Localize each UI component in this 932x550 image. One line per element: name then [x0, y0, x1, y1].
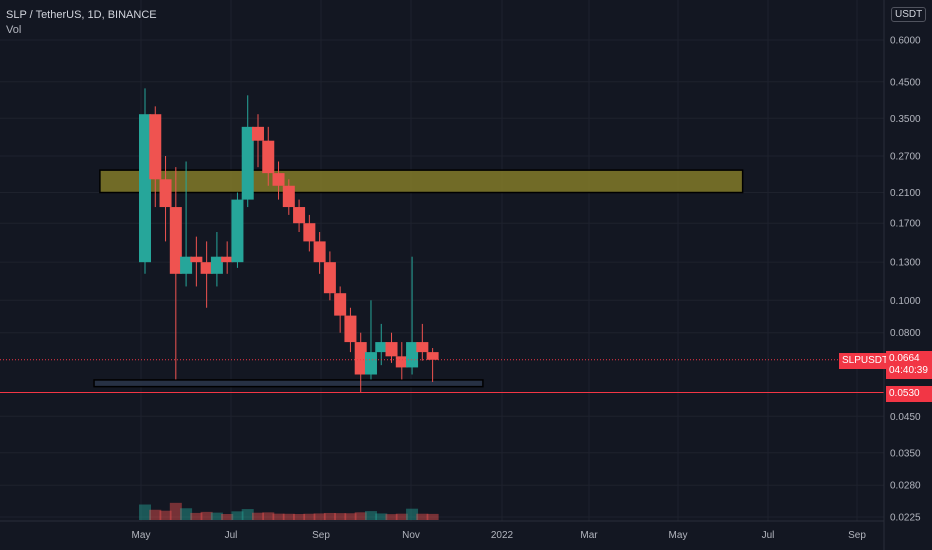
candle-body — [385, 342, 398, 357]
volume-bar — [426, 513, 439, 520]
candlestick-series — [139, 88, 439, 393]
candle-body — [262, 140, 275, 174]
chart-legend: SLP / TetherUS, 1D, BINANCE Vol — [6, 8, 157, 38]
y-tick-label: 0.1000 — [890, 296, 921, 307]
candle-body — [210, 256, 223, 274]
volume-bar — [149, 509, 162, 520]
y-tick-label: 0.0350 — [890, 448, 921, 459]
time-axis[interactable]: May Jul Sep Nov 2022 Mar May Jul Sep — [132, 530, 867, 541]
candle-body — [241, 126, 254, 200]
volume-bar — [416, 513, 429, 520]
y-tick-label: 0.4500 — [890, 77, 921, 88]
y-tick-label: 0.0225 — [890, 513, 921, 524]
y-tick-label: 0.3500 — [890, 114, 921, 125]
x-tick-label: Sep — [312, 530, 330, 541]
volume-bar — [375, 513, 388, 520]
volume-bars — [139, 502, 439, 520]
symbol-title[interactable]: SLP / TetherUS, 1D, BINANCE — [6, 9, 157, 21]
volume-bar — [190, 512, 203, 520]
y-tick-label: 0.2100 — [890, 188, 921, 199]
currency-unit-button[interactable]: USDT — [891, 7, 927, 22]
volume-bar — [334, 513, 347, 520]
x-tick-label: May — [669, 530, 688, 541]
volume-bar — [395, 513, 408, 520]
current-price-value: 0.0664 — [889, 353, 920, 364]
x-tick-label: May — [132, 530, 151, 541]
candle-body — [323, 262, 336, 294]
volume-bar — [251, 512, 264, 520]
candle-body — [169, 207, 182, 274]
candle-body — [406, 342, 419, 368]
horizontal-levels[interactable] — [0, 359, 884, 394]
candle-body — [364, 352, 377, 375]
x-tick-label: Jul — [225, 530, 238, 541]
volume-bar — [354, 512, 367, 520]
candle-body — [190, 256, 203, 263]
candle-body — [344, 315, 357, 343]
candle-body — [426, 352, 439, 360]
volume-bar — [231, 511, 244, 520]
y-tick-label: 0.0800 — [890, 328, 921, 339]
support-zone[interactable] — [93, 379, 484, 388]
volume-bar — [406, 508, 419, 520]
candle-body — [180, 256, 193, 274]
level-price-badge: 0.0530 — [886, 386, 932, 402]
drawn-zones[interactable] — [93, 169, 744, 388]
x-tick-label: Jul — [762, 530, 775, 541]
volume-indicator-label[interactable]: Vol — [6, 24, 22, 36]
candle-body — [272, 173, 285, 186]
candle-body — [221, 256, 234, 263]
candle-body — [313, 241, 326, 263]
volume-bar — [303, 513, 316, 520]
volume-bar — [282, 513, 295, 520]
volume-bar — [385, 514, 398, 520]
price-axis[interactable]: 0.6000 0.4500 0.3500 0.2700 0.2100 0.1700 0.13… — [890, 36, 921, 524]
candle-body — [375, 342, 388, 353]
candle-body — [282, 185, 295, 208]
volume-bar — [323, 512, 336, 520]
candle-body — [416, 342, 429, 353]
y-tick-label: 0.1300 — [890, 258, 921, 269]
volume-bar — [344, 513, 357, 520]
volume-bar — [180, 508, 193, 520]
candle-body — [149, 114, 162, 180]
candle-body — [251, 126, 264, 141]
x-tick-label: Sep — [848, 530, 866, 541]
volume-bar — [169, 502, 182, 520]
volume-bar — [364, 511, 377, 520]
volume-bar — [293, 513, 306, 520]
volume-bar — [272, 513, 285, 520]
y-tick-label: 0.2700 — [890, 152, 921, 163]
y-tick-label: 0.0450 — [890, 412, 921, 423]
y-tick-label: 0.6000 — [890, 36, 921, 47]
volume-bar — [159, 510, 172, 520]
candle-body — [395, 356, 408, 368]
volume-bar — [241, 509, 254, 520]
candle-body — [231, 199, 244, 263]
symbol-price-badge: SLPUSDT — [839, 353, 892, 369]
candle-body — [293, 207, 306, 224]
candle-body — [303, 223, 316, 242]
y-tick-label: 0.1700 — [890, 219, 921, 230]
volume-bar — [313, 513, 326, 520]
candle-body — [139, 114, 151, 263]
volume-bar — [200, 511, 213, 520]
bar-countdown: 04:40:39 — [889, 365, 928, 376]
volume-bar — [262, 512, 275, 520]
current-price-badge: 0.0664 04:40:39 — [886, 351, 932, 379]
x-tick-label: Nov — [402, 530, 420, 541]
resistance-zone[interactable] — [99, 169, 744, 194]
x-tick-label: 2022 — [491, 530, 514, 541]
volume-bar — [139, 504, 151, 520]
y-tick-label: 0.0280 — [890, 481, 921, 492]
volume-bar — [221, 513, 234, 520]
candle-body — [159, 179, 172, 208]
candle-body — [354, 342, 367, 375]
candle-body — [334, 293, 347, 316]
x-tick-label: Mar — [580, 530, 598, 541]
volume-bar — [210, 512, 223, 520]
candle-body — [200, 262, 213, 274]
